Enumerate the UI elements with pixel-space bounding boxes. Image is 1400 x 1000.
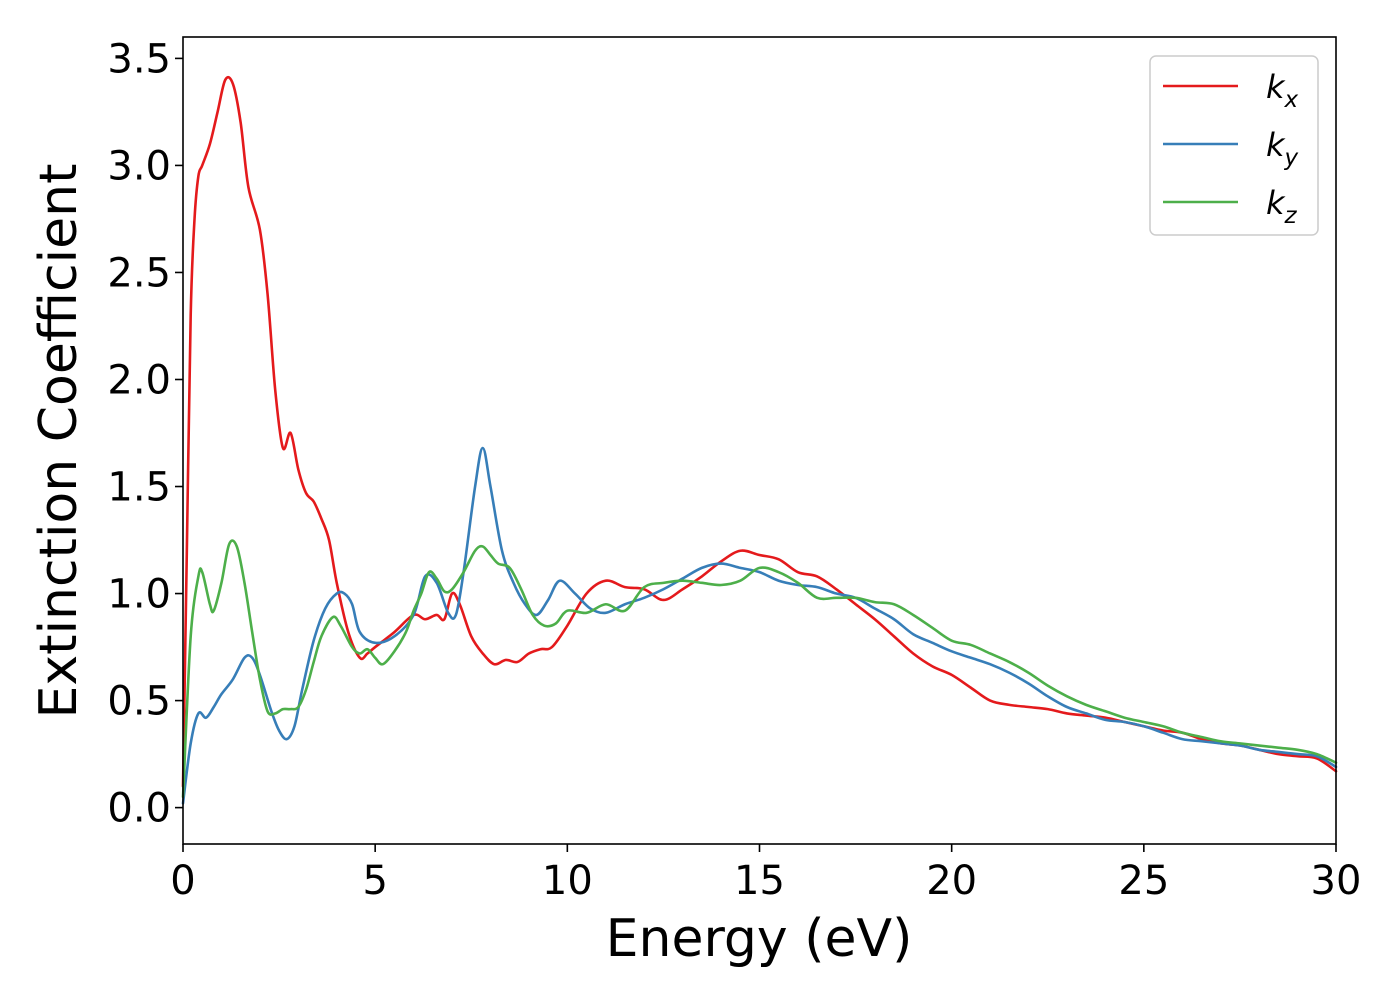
- y-tick-label: 1.0: [107, 572, 171, 618]
- legend-label-y: ky: [1266, 126, 1299, 171]
- x-tick-label: 30: [1311, 858, 1362, 904]
- x-tick-label: 20: [926, 858, 977, 904]
- x-tick-label: 0: [170, 858, 195, 904]
- y-tick-label: 3.0: [107, 143, 171, 189]
- y-tick-label: 1.5: [107, 465, 171, 511]
- y-tick-label: 0.5: [107, 679, 171, 725]
- x-tick-label: 15: [734, 858, 785, 904]
- series-line-z: [181, 539, 1338, 799]
- x-tick-label: 5: [362, 858, 387, 904]
- x-axis: 0 5 10 15 20 25 30: [170, 844, 1361, 904]
- legend-box: [1149, 55, 1319, 236]
- legend-label-x: kx: [1266, 68, 1299, 113]
- y-tick-label: 3.5: [107, 36, 171, 82]
- x-tick-label: 25: [1118, 858, 1169, 904]
- series-line-x: [181, 75, 1338, 788]
- legend-label-main: k: [1266, 68, 1286, 106]
- legend-label-main: k: [1266, 126, 1286, 164]
- x-axis-title: Energy (eV): [606, 909, 913, 969]
- legend-label-z: kz: [1266, 184, 1298, 229]
- y-tick-label: 2.0: [107, 357, 171, 403]
- series-line-y: [181, 446, 1338, 805]
- y-tick-label: 0.0: [107, 786, 171, 832]
- x-tick-label: 10: [542, 858, 593, 904]
- series-layer: [181, 75, 1338, 805]
- legend-label-subscript: x: [1284, 87, 1299, 113]
- legend-label-subscript: z: [1284, 203, 1298, 229]
- y-tick-label: 2.5: [107, 250, 171, 296]
- legend-label-subscript: y: [1284, 145, 1299, 171]
- y-axis-title: Extinction Coefficient: [29, 164, 89, 719]
- legend-label-main: k: [1266, 184, 1286, 222]
- y-axis: 0.0 0.5 1.0 1.5 2.0 2.5 3.0 3.5: [107, 36, 183, 832]
